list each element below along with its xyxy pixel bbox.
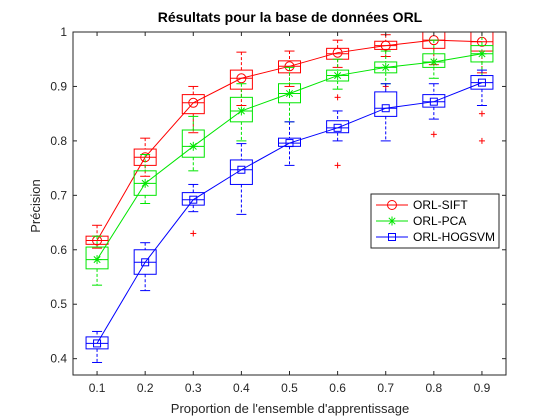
chart-title: Résultats pour la base de données ORL	[158, 9, 423, 25]
data-point-orl-pca	[189, 142, 198, 151]
x-tick-label: 0.7	[377, 381, 394, 395]
legend-marker	[388, 217, 397, 226]
x-axis-label: Proportion de l'ensemble d'apprentissage	[171, 401, 409, 416]
y-tick-label: 0.9	[50, 79, 67, 93]
x-tick-label: 0.1	[89, 381, 106, 395]
x-tick-label: 0.6	[329, 381, 346, 395]
legend-label: ORL-SIFT	[413, 198, 468, 212]
data-point-orl-pca	[333, 71, 342, 80]
data-point-orl-pca	[285, 89, 294, 98]
y-tick-label: 0.5	[50, 297, 67, 311]
data-point-orl-pca	[237, 106, 246, 115]
legend: ORL-SIFT ORL-PCA ORL-HOGSVM	[371, 194, 499, 248]
y-axis-label: Précision	[28, 179, 43, 232]
x-tick-label: 0.8	[425, 381, 442, 395]
legend-label: ORL-PCA	[413, 214, 466, 228]
x-tick-label: 0.5	[281, 381, 298, 395]
y-tick-label: 0.8	[50, 134, 67, 148]
data-point-orl-pca	[381, 63, 390, 72]
legend-label: ORL-HOGSVM	[413, 230, 495, 244]
data-point-orl-pca	[93, 255, 102, 264]
y-tick-label: 0.4	[50, 352, 67, 366]
data-point-orl-pca	[141, 179, 150, 188]
data-point-orl-pca	[477, 49, 486, 58]
x-tick-label: 0.4	[233, 381, 250, 395]
x-tick-label: 0.9	[474, 381, 491, 395]
y-tick-label: 1	[60, 25, 67, 39]
x-tick-label: 0.2	[137, 381, 154, 395]
y-tick-label: 0.6	[50, 243, 67, 257]
x-tick-label: 0.3	[185, 381, 202, 395]
data-point-orl-pca	[429, 57, 438, 66]
y-tick-label: 0.7	[50, 188, 67, 202]
